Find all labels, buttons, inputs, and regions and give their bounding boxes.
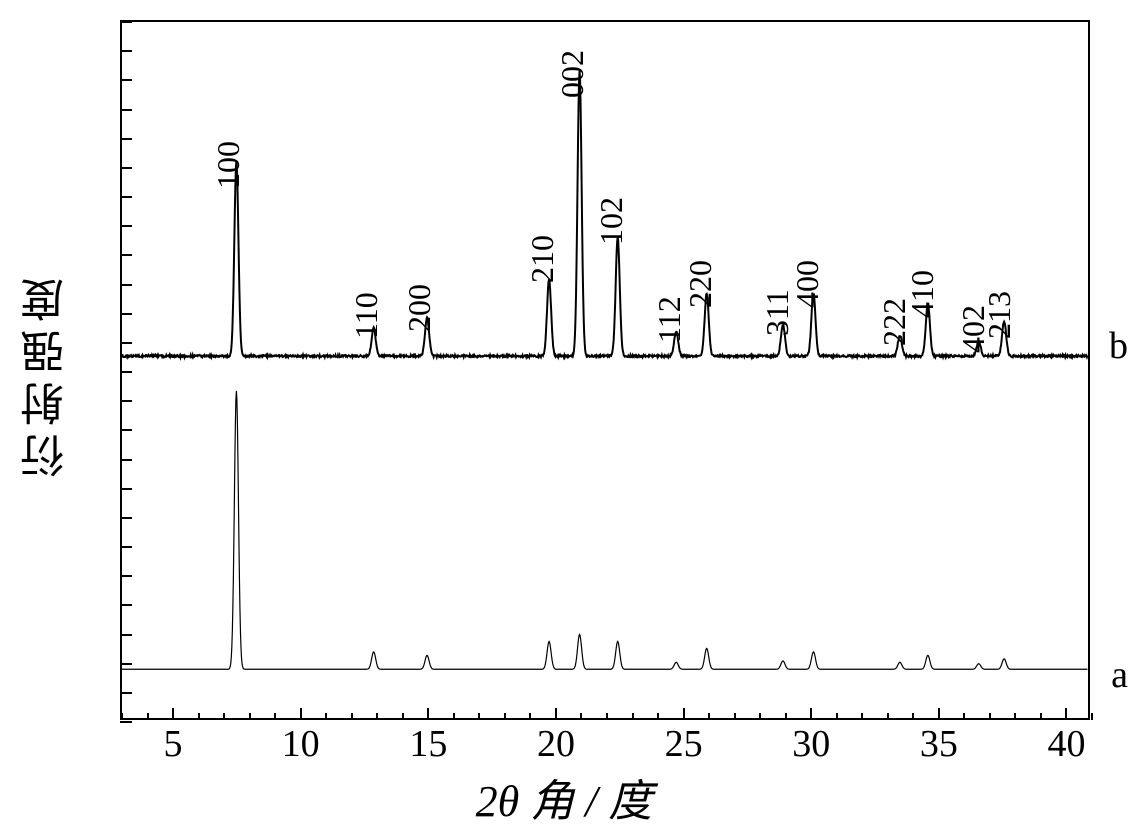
x-minor-tick xyxy=(529,713,531,720)
x-axis-label: 2θ 角 / 度 xyxy=(0,765,1128,829)
y-tick xyxy=(120,167,132,169)
y-tick xyxy=(120,663,132,665)
x-minor-tick xyxy=(351,713,353,720)
x-tick xyxy=(938,708,940,720)
x-minor-tick xyxy=(402,713,404,720)
peak-label-213: 213 xyxy=(981,291,1018,339)
x-minor-tick xyxy=(1091,713,1093,720)
x-minor-tick xyxy=(657,713,659,720)
x-tick-label: 30 xyxy=(792,722,830,766)
x-tick xyxy=(1065,708,1067,720)
y-tick xyxy=(120,546,132,548)
y-tick xyxy=(120,109,132,111)
y-tick xyxy=(120,721,132,723)
x-tick xyxy=(427,708,429,720)
x-minor-tick xyxy=(1014,713,1016,720)
x-minor-tick xyxy=(708,713,710,720)
spectrum-svg xyxy=(122,22,1088,718)
xrd-chart: 衍射强度 5 10 15 20 25 30 35 40 a b 100 110 200 210 002 102… xyxy=(0,0,1128,839)
peak-label-102: 102 xyxy=(593,197,630,245)
series-label-b: b xyxy=(1109,324,1128,368)
x-tick-label: 35 xyxy=(920,722,958,766)
y-tick xyxy=(120,488,132,490)
x-minor-tick xyxy=(249,713,251,720)
y-tick xyxy=(120,517,132,519)
x-tick-label: 40 xyxy=(1047,722,1085,766)
peak-label-410: 410 xyxy=(904,270,941,318)
y-tick xyxy=(120,79,132,81)
y-tick xyxy=(120,575,132,577)
x-tick xyxy=(172,708,174,720)
y-tick xyxy=(120,225,132,227)
y-tick xyxy=(120,313,132,315)
plot-area: 510152025303540ab10011020021000210211222… xyxy=(120,20,1090,720)
x-tick xyxy=(810,708,812,720)
x-tick-label: 5 xyxy=(164,722,183,766)
x-tick-label: 25 xyxy=(665,722,703,766)
x-minor-tick xyxy=(147,713,149,720)
x-minor-tick xyxy=(887,713,889,720)
x-minor-tick xyxy=(963,713,965,720)
peak-label-400: 400 xyxy=(789,260,826,308)
y-tick xyxy=(120,429,132,431)
y-tick xyxy=(120,342,132,344)
x-minor-tick xyxy=(734,713,736,720)
series-label-a: a xyxy=(1111,653,1128,697)
y-tick xyxy=(120,400,132,402)
x-minor-tick xyxy=(223,713,225,720)
y-tick xyxy=(120,692,132,694)
peak-label-100: 100 xyxy=(210,141,247,189)
y-tick xyxy=(120,459,132,461)
x-minor-tick xyxy=(912,713,914,720)
peak-label-200: 200 xyxy=(401,284,438,332)
y-tick xyxy=(120,604,132,606)
x-tick xyxy=(683,708,685,720)
peak-label-210: 210 xyxy=(524,235,561,283)
y-tick xyxy=(120,196,132,198)
x-tick-label: 20 xyxy=(537,722,575,766)
x-minor-tick xyxy=(198,713,200,720)
x-minor-tick xyxy=(325,713,327,720)
x-tick-label: 15 xyxy=(409,722,447,766)
x-minor-tick xyxy=(1040,713,1042,720)
x-minor-tick xyxy=(478,713,480,720)
x-tick xyxy=(300,708,302,720)
peak-label-220: 220 xyxy=(682,260,719,308)
y-tick xyxy=(120,21,132,23)
x-minor-tick xyxy=(121,713,123,720)
spectrum-a xyxy=(122,391,1087,669)
y-axis-label: 衍射强度 xyxy=(15,270,79,478)
y-tick xyxy=(120,50,132,52)
y-tick xyxy=(120,371,132,373)
x-minor-tick xyxy=(785,713,787,720)
x-minor-tick xyxy=(861,713,863,720)
x-minor-tick xyxy=(989,713,991,720)
y-tick xyxy=(120,284,132,286)
x-tick xyxy=(555,708,557,720)
y-tick xyxy=(120,634,132,636)
x-minor-tick xyxy=(376,713,378,720)
x-minor-tick xyxy=(274,713,276,720)
x-minor-tick xyxy=(504,713,506,720)
x-minor-tick xyxy=(836,713,838,720)
x-minor-tick xyxy=(606,713,608,720)
x-minor-tick xyxy=(580,713,582,720)
x-minor-tick xyxy=(453,713,455,720)
peak-label-110: 110 xyxy=(348,292,385,339)
y-tick xyxy=(120,138,132,140)
y-tick xyxy=(120,254,132,256)
x-tick-label: 10 xyxy=(282,722,320,766)
x-minor-tick xyxy=(759,713,761,720)
peak-label-002: 002 xyxy=(554,50,591,98)
x-minor-tick xyxy=(632,713,634,720)
